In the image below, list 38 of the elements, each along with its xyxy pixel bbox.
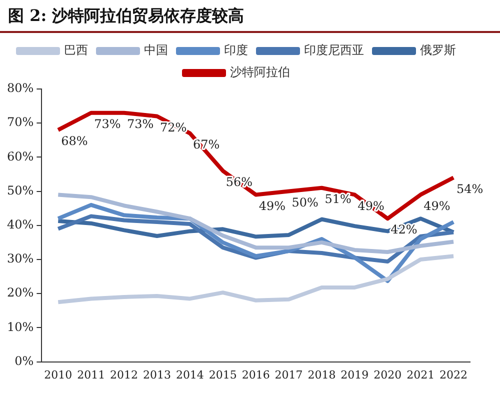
y-tick-label: 10%: [7, 320, 34, 334]
y-tick-label: 40%: [7, 218, 34, 232]
x-tick-label: 2016: [242, 368, 270, 382]
x-tick-label: 2012: [110, 368, 138, 382]
x-tick-label: 2010: [44, 368, 72, 382]
legend-label: 俄罗斯: [420, 43, 456, 58]
legend-label: 印度尼西亚: [304, 43, 364, 58]
x-tick-label: 2013: [142, 368, 171, 382]
legend-label: 沙特阿拉伯: [230, 65, 290, 80]
y-tick-label: 20%: [7, 286, 34, 300]
x-tick-label: 2018: [308, 368, 336, 382]
data-label: 49%: [424, 198, 450, 213]
legend-label: 中国: [144, 43, 168, 58]
y-tick-label: 60%: [7, 149, 34, 164]
y-tick-label: 70%: [7, 115, 34, 130]
legend-label: 印度: [224, 43, 248, 58]
x-tick-label: 2015: [208, 368, 237, 382]
data-label: 50%: [292, 195, 318, 210]
x-tick-label: 2019: [340, 368, 369, 382]
x-tick-label: 2021: [406, 368, 435, 382]
data-label: 73%: [127, 116, 154, 131]
x-tick-label: 2011: [77, 368, 106, 382]
data-label: 49%: [258, 198, 286, 213]
x-tick-label: 2022: [440, 368, 468, 382]
data-label: 73%: [94, 116, 121, 131]
y-tick-label: 50%: [7, 183, 34, 198]
data-label: 42%: [390, 222, 418, 237]
data-label: 51%: [324, 192, 352, 206]
x-tick-label: 2014: [176, 368, 204, 382]
x-tick-label: 2020: [374, 368, 402, 382]
data-label: 68%: [61, 134, 88, 148]
x-tick-label: 2017: [274, 368, 303, 382]
y-tick-label: 0%: [14, 354, 34, 368]
y-tick-label: 80%: [7, 81, 34, 96]
y-tick-label: 30%: [7, 252, 34, 266]
data-label: 54%: [456, 182, 484, 196]
legend-label: 巴西: [64, 43, 88, 58]
chart-title: 图 2: 沙特阿拉伯贸易依存度较高: [0, 0, 500, 33]
